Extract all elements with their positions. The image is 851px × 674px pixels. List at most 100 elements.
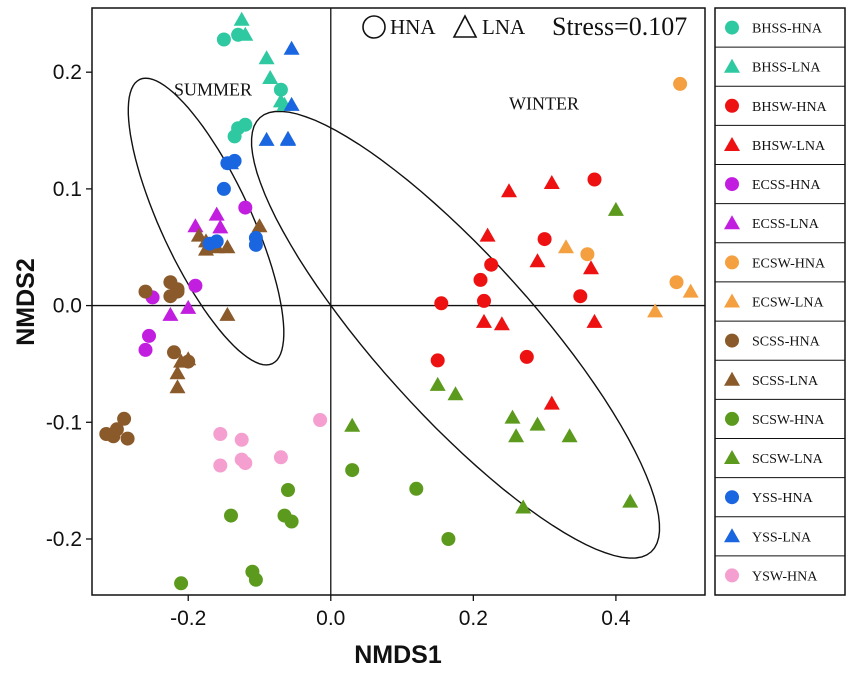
point-bhss-lna (233, 11, 250, 26)
point-bhsw-hna (477, 293, 491, 308)
legend-item-bhsw-hna: BHSW-HNA (725, 98, 828, 115)
legend-item-bhss-lna: BHSS-LNA (724, 58, 821, 76)
point-bhsw-lna (493, 316, 510, 331)
data-points (99, 11, 699, 591)
legend: BHSS-HNA BHSS-LNA BHSW-HNA BHSW-LNA ECSS-HNA… (715, 20, 845, 584)
legend-marker-circle-icon (725, 98, 739, 113)
point-yss-lna (280, 130, 296, 145)
legend-label: ECSW-LNA (752, 296, 824, 311)
legend-item-ecss-hna: ECSS-HNA (725, 177, 821, 193)
point-scss-hna (120, 431, 135, 446)
point-bhss-lna (262, 70, 279, 84)
point-bhss-hna (227, 129, 242, 144)
point-scsw-lna (529, 416, 546, 431)
point-ecss-hna (142, 328, 156, 343)
point-scss-lna (173, 353, 190, 368)
point-bhss-hna (216, 32, 231, 47)
point-scsw-lna (561, 428, 578, 443)
legend-item-scsw-lna: SCSW-LNA (724, 450, 824, 467)
legend-marker-triangle-icon (724, 58, 740, 73)
axis-ticks: -0.2 0.0 0.2 0.4 -0.2 -0.1 0.0 0.1 0.2 (46, 61, 631, 630)
point-ecsw-lna (647, 303, 664, 318)
legend-marker-circle-icon (725, 177, 739, 192)
point-bhsw-hna (573, 289, 588, 304)
series-ecss-lna (162, 206, 229, 321)
legend-item-scss-hna: SCSS-HNA (725, 333, 821, 350)
point-ecsw-hna (580, 247, 595, 262)
point-bhsw-lna (501, 183, 517, 198)
group-label-summer: SUMMER (174, 80, 252, 100)
point-bhsw-lna (586, 313, 603, 328)
hna-key-circle-icon (362, 15, 386, 39)
point-ysw-hna (213, 427, 228, 441)
point-bhsw-hna (430, 353, 445, 368)
point-bhsw-lna (476, 313, 492, 328)
legend-label: SCSS-LNA (752, 374, 819, 389)
point-scsw-hna (284, 514, 299, 529)
legend-label: BHSW-LNA (752, 139, 826, 154)
point-scss-hna (106, 429, 121, 444)
point-scsw-hna (409, 481, 424, 496)
legend-label: BHSS-LNA (752, 61, 821, 76)
series-bhsw-lna (476, 175, 603, 410)
legend-marker-triangle-icon (724, 528, 740, 543)
legend-label: ECSS-LNA (752, 217, 820, 232)
legend-label: BHSS-HNA (752, 22, 823, 37)
point-scsw-hna (224, 508, 238, 523)
series-ecsw-lna (558, 239, 699, 318)
point-bhss-hna (238, 117, 253, 132)
y-tick-label: -0.2 (46, 528, 82, 551)
point-scsw-lna (607, 201, 624, 216)
point-scsw-lna (344, 417, 361, 432)
point-yss-lna (223, 155, 239, 170)
point-bhsw-hna (434, 296, 449, 311)
point-ecsw-hna (673, 76, 688, 91)
point-yss-lna (258, 131, 275, 146)
legend-marker-triangle-icon (724, 371, 740, 386)
point-ysw-hna (313, 413, 328, 427)
legend-item-scss-lna: SCSS-LNA (724, 371, 819, 389)
series-yss-lna (223, 40, 300, 170)
point-scss-lna (169, 379, 186, 394)
legend-label: YSW-HNA (752, 569, 818, 584)
x-tick-label: -0.2 (170, 607, 206, 630)
legend-marker-circle-icon (725, 568, 739, 583)
point-scss-lna (219, 306, 236, 321)
point-ecss-hna (238, 200, 253, 215)
point-scsw-hna (441, 532, 456, 546)
group-label-winter: WINTER (509, 94, 579, 114)
series-ecss-hna (138, 200, 253, 357)
point-bhsw-lna (583, 260, 599, 275)
legend-item-ecss-lna: ECSS-LNA (724, 215, 820, 232)
group-labels: SUMMER WINTER (174, 80, 579, 114)
legend-label: YSS-HNA (752, 491, 814, 506)
point-ecss-lna (180, 299, 197, 314)
plot-frame (91, 7, 706, 596)
point-bhsw-lna (543, 395, 560, 410)
point-ecss-hna (188, 278, 203, 293)
point-yss-lna (283, 40, 300, 55)
point-ecss-lna (187, 218, 204, 233)
point-ysw-hna (213, 458, 228, 473)
point-ecsw-hna (669, 275, 684, 290)
point-bhsw-lna (479, 227, 496, 242)
point-ecss-lna (162, 306, 179, 321)
point-scsw-lna (429, 376, 446, 391)
legend-marker-triangle-icon (724, 450, 740, 464)
series-ysw-hna (213, 413, 328, 473)
point-bhsw-hna (484, 257, 499, 272)
legend-item-bhsw-lna: BHSW-LNA (724, 137, 826, 154)
point-scsw-lna (622, 493, 639, 508)
legend-marker-circle-icon (725, 20, 739, 35)
point-ysw-hna (234, 432, 249, 447)
legend-marker-circle-icon (725, 255, 739, 270)
legend-marker-triangle-icon (724, 137, 740, 151)
point-ecss-lna (208, 206, 225, 221)
point-ysw-hna (238, 456, 253, 471)
legend-marker-circle-icon (725, 333, 739, 348)
lna-key-triangle-icon (452, 14, 478, 38)
x-tick-label: 0.0 (316, 607, 345, 630)
point-bhsw-hna (537, 232, 552, 247)
annotations: HNA LNA Stress=0.107 (362, 12, 687, 41)
